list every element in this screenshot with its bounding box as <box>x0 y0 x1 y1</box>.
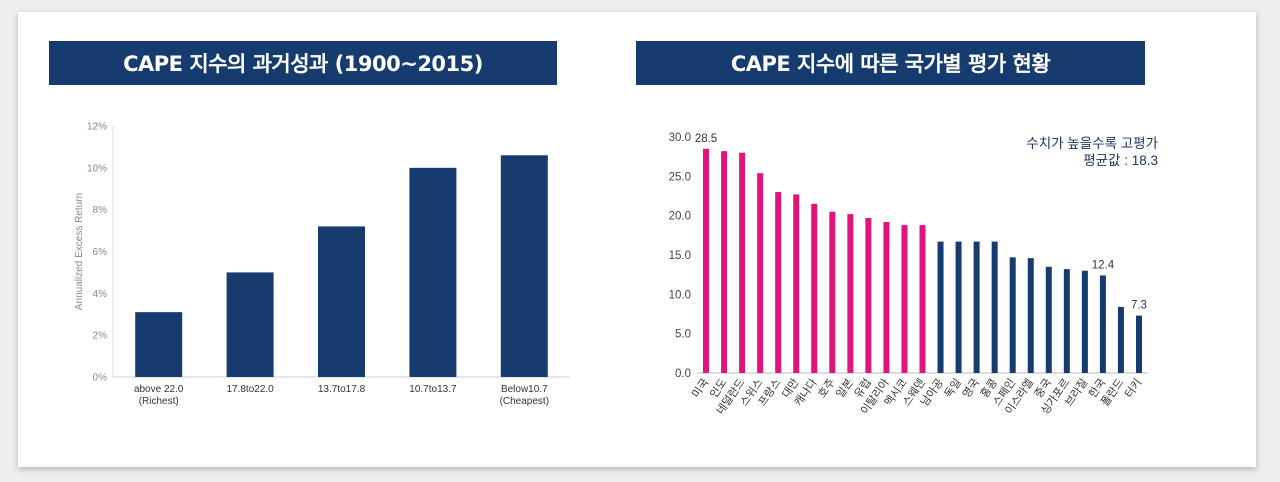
right-chart-title-banner: CAPE 지수에 따른 국가별 평가 현황 <box>636 41 1145 85</box>
left-chart-title-banner: CAPE 지수의 과거성과 (1900~2015) <box>49 41 557 85</box>
left-chart-title: CAPE 지수의 과거성과 (1900~2015) <box>123 52 483 76</box>
right-chart-title: CAPE 지수에 따른 국가별 평가 현황 <box>730 52 1051 76</box>
infographic-card <box>18 12 1256 467</box>
